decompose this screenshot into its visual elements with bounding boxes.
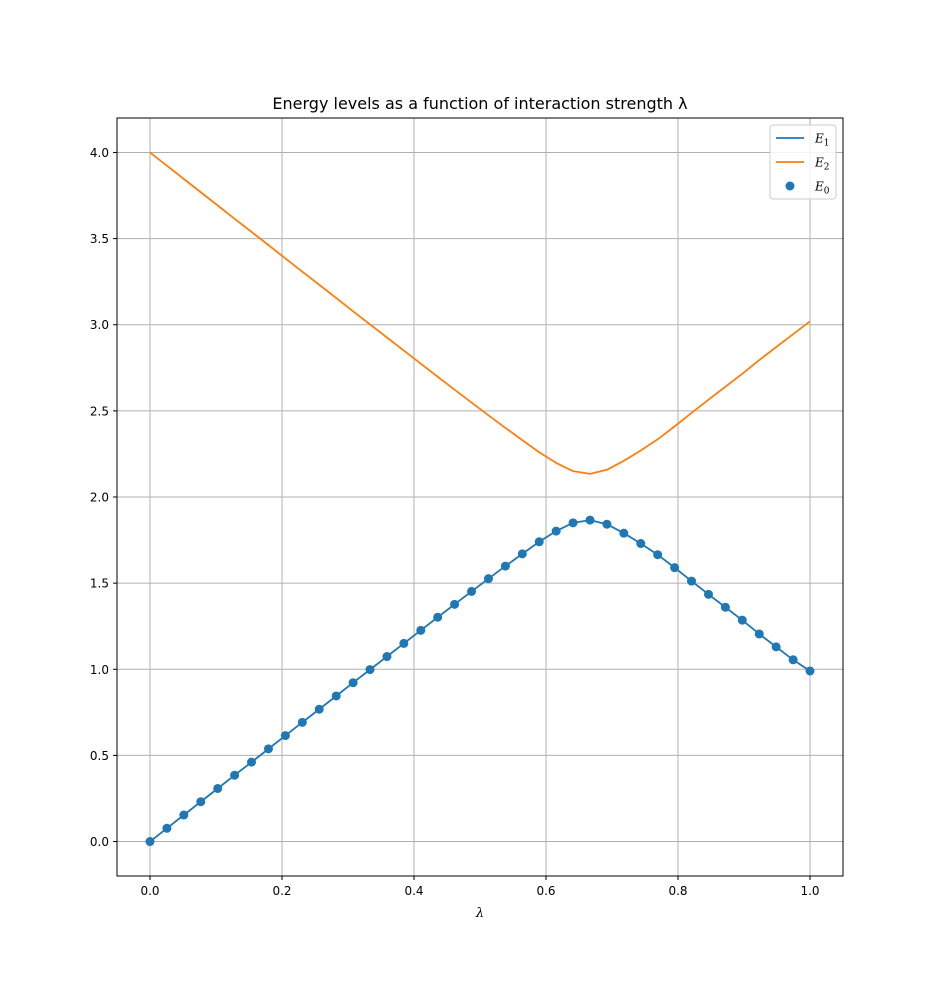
- scatter-point-e0: [585, 515, 595, 525]
- scatter-point-e0: [314, 704, 324, 714]
- y-tick-label: 0.0: [90, 835, 109, 849]
- x-tick-label: 1.0: [800, 884, 819, 898]
- scatter-point-e0: [483, 574, 493, 584]
- scatter-point-e0: [551, 526, 561, 536]
- x-axis-label: λ: [475, 906, 484, 921]
- scatter-point-e0: [568, 518, 578, 528]
- y-tick-label: 0.5: [90, 749, 109, 763]
- scatter-point-e0: [416, 625, 426, 635]
- legend-label-e0: E0: [814, 180, 830, 197]
- scatter-point-e0: [213, 783, 223, 793]
- y-tick-label: 3.5: [90, 232, 109, 246]
- legend: E1 E2 E0: [769, 124, 837, 200]
- scatter-point-e0: [247, 757, 257, 767]
- scatter-point-e0: [433, 612, 443, 622]
- y-tick-label: 3.0: [90, 318, 109, 332]
- scatter-point-e0: [263, 744, 273, 754]
- x-tick-label: 0.2: [272, 884, 291, 898]
- scatter-point-e0: [196, 797, 206, 807]
- scatter-point-e0: [467, 586, 477, 596]
- x-tick-label: 0.8: [668, 884, 687, 898]
- scatter-point-e0: [703, 589, 713, 599]
- scatter-point-e0: [179, 810, 189, 820]
- scatter-point-e0: [771, 642, 781, 652]
- x-tick-label: 0.0: [140, 884, 159, 898]
- y-tick-label: 1.5: [90, 577, 109, 591]
- scatter-point-e0: [534, 537, 544, 547]
- scatter-point-e0: [602, 519, 612, 529]
- plot-series: [145, 151, 815, 847]
- scatter-point-e0: [280, 731, 290, 741]
- scatter-point-e0: [687, 576, 697, 586]
- scatter-point-e0: [754, 629, 764, 639]
- chart-title: Energy levels as a function of interacti…: [272, 94, 687, 113]
- scatter-point-e0: [737, 615, 747, 625]
- scatter-point-e0: [230, 770, 240, 780]
- scatter-point-e0: [399, 638, 409, 648]
- series-line-e1: [149, 519, 811, 843]
- y-tick-label: 2.0: [90, 491, 109, 505]
- scatter-point-e0: [162, 823, 172, 833]
- scatter-point-e0: [653, 550, 663, 560]
- scatter-point-e0: [517, 549, 527, 559]
- legend-label-e2: E2: [814, 156, 830, 173]
- y-tick-label: 1.0: [90, 663, 109, 677]
- x-tick-label: 0.4: [404, 884, 423, 898]
- scatter-point-e0: [450, 599, 460, 609]
- grid: [117, 118, 843, 876]
- scatter-point-e0: [331, 691, 341, 701]
- legend-swatch-e0: [785, 181, 795, 191]
- x-tick-label: 0.6: [536, 884, 555, 898]
- scatter-point-e0: [500, 561, 510, 571]
- scatter-point-e0: [382, 652, 392, 662]
- scatter-point-e0: [145, 837, 155, 847]
- series-line-e2: [149, 151, 811, 475]
- scatter-point-e0: [297, 717, 307, 727]
- scatter-point-e0: [805, 666, 815, 676]
- legend-label-e1: E1: [814, 132, 830, 149]
- scatter-point-e0: [619, 528, 629, 538]
- scatter-point-e0: [365, 665, 375, 675]
- y-tick-label: 2.5: [90, 404, 109, 418]
- scatter-point-e0: [670, 563, 680, 573]
- scatter-point-e0: [720, 602, 730, 612]
- scatter-point-e0: [636, 539, 646, 549]
- y-tick-label: 4.0: [90, 146, 109, 160]
- scatter-point-e0: [348, 678, 358, 688]
- scatter-point-e0: [788, 655, 798, 665]
- axis-ticks: 0.0 0.2 0.4 0.6 0.8 1.0 0.0 0.5 1.0 1.5 2.0 2.5 3.0 3…: [90, 146, 820, 898]
